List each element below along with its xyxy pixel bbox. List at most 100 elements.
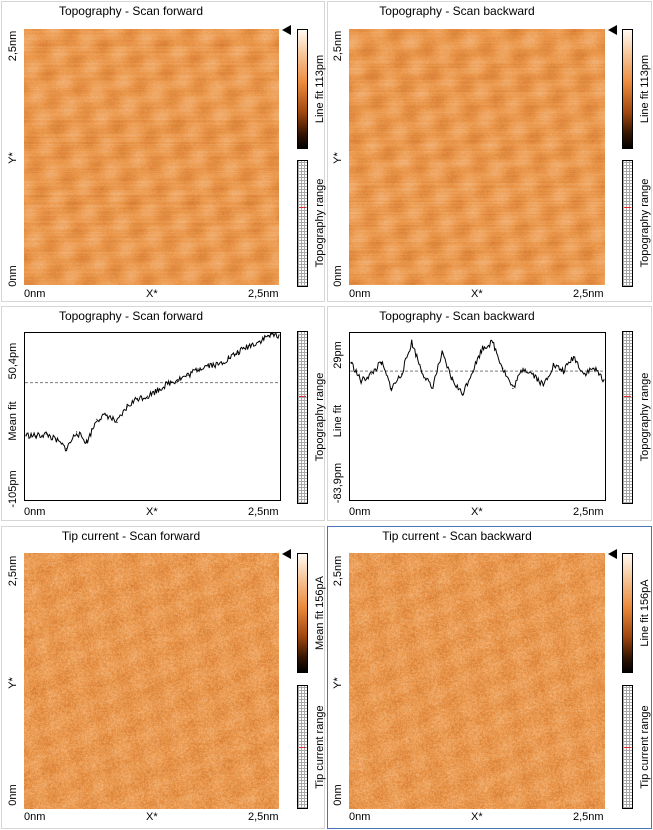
range-selector[interactable]	[622, 331, 633, 504]
colorbar-label: Line fit 113pm	[639, 54, 651, 124]
y-axis-bottom-label: 0nm	[332, 784, 344, 806]
profile-data-point	[126, 406, 128, 408]
y-axis-label: Y*	[332, 152, 344, 164]
profile-data-point	[227, 357, 229, 360]
profile-data-point	[65, 448, 68, 450]
x-axis-label: X*	[146, 288, 158, 300]
y-axis-top-label: 2,5nm	[332, 555, 344, 587]
y-axis-bottom-label: 0nm	[7, 265, 19, 287]
range-marker	[624, 207, 631, 208]
profile-data-point	[370, 373, 372, 375]
x-axis-left-label: 0nm	[349, 288, 371, 300]
x-axis-label: X*	[146, 506, 158, 518]
range-selector[interactable]	[297, 331, 308, 504]
profile-data-point	[177, 378, 179, 381]
panel-title: Tip current - Scan backward	[382, 529, 532, 543]
profile-data-point	[197, 368, 199, 370]
panel-tip-current-forward-image[interactable]: Tip current - Scan forward 2,5nm Y* 0nm …	[1, 526, 326, 829]
profile-data-point	[441, 353, 443, 355]
range-label: Topography range	[639, 372, 651, 462]
profile-data-point	[603, 379, 605, 381]
range-marker	[299, 207, 306, 208]
panel-title: Topography - Scan forward	[58, 309, 204, 323]
range-label: Tip current range	[314, 705, 326, 789]
x-axis-right-label: 2,5nm	[573, 288, 604, 300]
tip-current-backward-image[interactable]	[349, 553, 605, 809]
x-axis-left-label: 0nm	[24, 811, 46, 823]
panel-title: Topography - Scan forward	[58, 4, 204, 18]
profile-data-point	[146, 395, 149, 397]
profile-data-point	[401, 373, 403, 375]
profile-data-point	[502, 367, 504, 369]
colorbar-label: Line fit 156pA	[639, 579, 651, 647]
profile-data-point	[471, 370, 474, 372]
profile-data-point	[542, 384, 544, 387]
colorbar[interactable]	[622, 553, 633, 673]
colorbar-label: Line fit 113pm	[314, 54, 326, 124]
profile-data-point	[268, 334, 270, 337]
x-axis-right-label: 2,5nm	[573, 811, 604, 823]
panel-topography-forward-image[interactable]: Topography - Scan forward 2,5nm Y* 0nm 0…	[1, 1, 326, 302]
profile-data-point	[512, 387, 514, 390]
profile-chart	[350, 339, 605, 396]
range-marker	[624, 747, 631, 748]
topography-backward-image[interactable]	[349, 29, 605, 285]
colorbar[interactable]	[622, 29, 633, 149]
triangle-left-icon[interactable]	[608, 549, 617, 559]
profile-data-point	[55, 439, 57, 441]
profile-data-point	[76, 431, 78, 433]
profile-series-line	[350, 339, 605, 396]
profile-data-point	[421, 370, 423, 372]
y-axis-label: Y*	[7, 677, 19, 689]
profile-data-point	[583, 373, 585, 375]
range-selector[interactable]	[622, 685, 633, 809]
topography-forward-image[interactable]	[24, 29, 279, 285]
profile-data-point	[248, 345, 250, 347]
panel-topography-forward-profile[interactable]: Topography - Scan forward 50,4pm Mean fi…	[1, 306, 326, 521]
topography-forward-profile-plot[interactable]	[24, 332, 281, 501]
profile-chart	[25, 333, 280, 452]
x-axis-left-label: 0nm	[349, 506, 371, 518]
y-axis-bottom-label: -105pm	[7, 470, 19, 508]
triangle-left-icon[interactable]	[608, 25, 617, 35]
profile-data-point	[136, 397, 138, 399]
profile-series-line	[25, 333, 280, 452]
y-axis-top-label: 50,4pm	[7, 342, 19, 380]
range-selector[interactable]	[297, 160, 308, 287]
profile-data-point	[207, 364, 209, 366]
topography-backward-profile-plot[interactable]	[349, 332, 606, 501]
x-axis-right-label: 2,5nm	[248, 288, 279, 300]
x-axis-right-label: 2,5nm	[573, 506, 604, 518]
profile-data-point	[390, 387, 393, 390]
profile-data-point	[380, 361, 382, 364]
panel-title: Topography - Scan backward	[379, 309, 535, 323]
profile-data-point	[217, 364, 219, 366]
range-label: Tip current range	[639, 705, 651, 789]
x-axis-label: X*	[146, 811, 158, 823]
colorbar[interactable]	[297, 553, 308, 673]
y-axis-top-label: 2,5nm	[7, 555, 19, 587]
panel-tip-current-backward-image[interactable]: Tip current - Scan backward 2,5nm Y* 0nm…	[327, 526, 652, 829]
range-label: Topography range	[314, 372, 326, 462]
y-axis-label: Line fit	[332, 404, 344, 438]
range-selector[interactable]	[297, 685, 308, 809]
y-axis-top-label: 2,5nm	[7, 30, 19, 62]
panel-topography-backward-image[interactable]: Topography - Scan backward 2,5nm Y* 0nm …	[327, 1, 652, 302]
profile-data-point	[451, 379, 453, 381]
profile-data-point	[35, 435, 37, 437]
triangle-left-icon[interactable]	[282, 549, 291, 559]
x-axis-right-label: 2,5nm	[248, 506, 279, 518]
triangle-left-icon[interactable]	[282, 25, 291, 35]
profile-data-point	[522, 367, 524, 369]
range-marker	[299, 396, 306, 397]
y-axis-bottom-label: 0nm	[7, 784, 19, 806]
profile-data-point	[593, 367, 595, 369]
range-selector[interactable]	[622, 160, 633, 287]
y-axis-bottom-label: -83,9pm	[332, 462, 344, 504]
profile-data-point	[481, 347, 484, 349]
colorbar[interactable]	[297, 29, 308, 149]
profile-data-point	[45, 433, 47, 435]
tip-current-forward-image[interactable]	[24, 553, 279, 809]
y-axis-top-label: 2,5nm	[332, 30, 344, 62]
panel-topography-backward-profile[interactable]: Topography - Scan backward 29pm Line fit…	[327, 306, 652, 521]
